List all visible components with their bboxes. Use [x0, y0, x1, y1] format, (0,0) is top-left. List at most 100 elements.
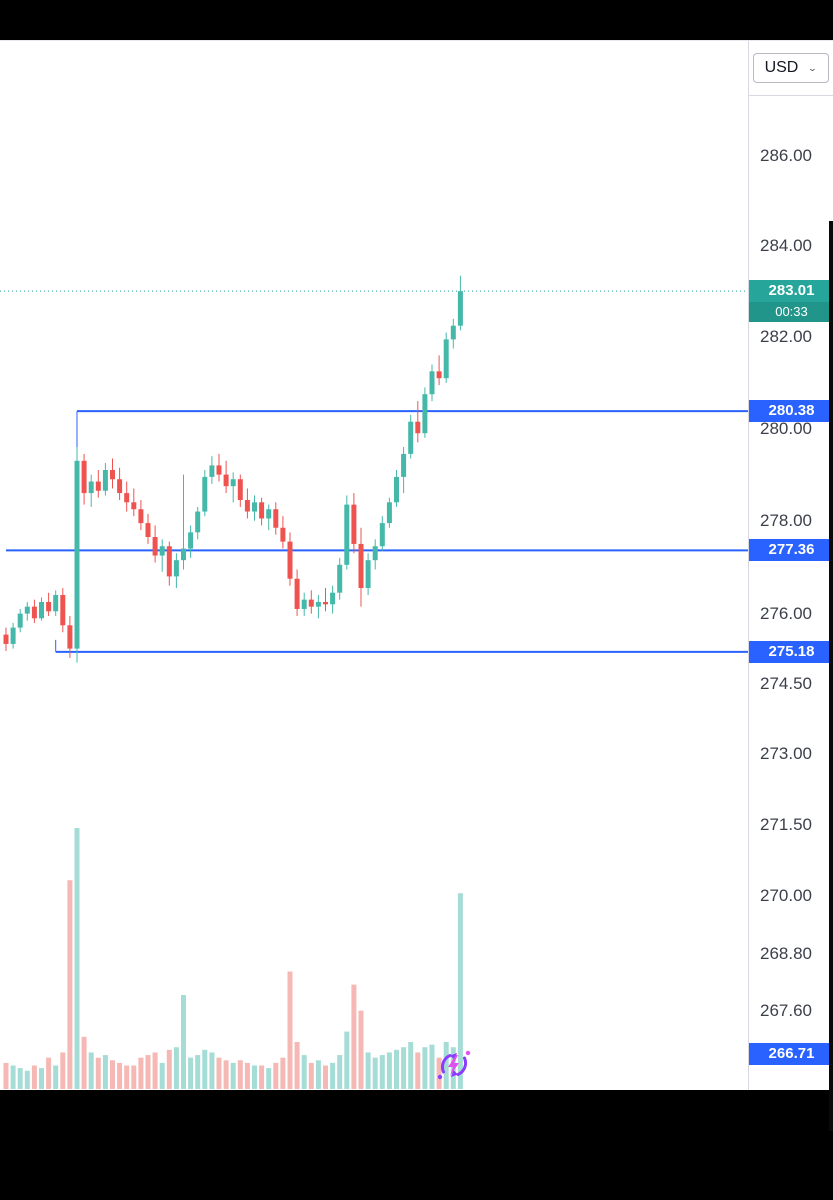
- candle-body: [429, 371, 435, 395]
- volume-bar: [252, 1065, 257, 1089]
- volume-bar: [323, 1065, 328, 1089]
- volume-bar: [230, 1062, 236, 1089]
- candle-body: [308, 599, 314, 607]
- candle-body: [230, 479, 236, 487]
- axis-tick-label: 278.00: [760, 510, 812, 530]
- axis-tick-label: 276.00: [760, 603, 812, 623]
- candle-body: [223, 474, 229, 487]
- volume-bar: [294, 1042, 300, 1089]
- candle-body: [67, 625, 73, 649]
- volume-bar: [181, 995, 186, 1089]
- volume-bar: [152, 1052, 158, 1089]
- candle-body: [266, 509, 272, 519]
- candle-body: [244, 499, 250, 512]
- candle-body: [159, 546, 165, 556]
- volume-bar: [237, 1060, 243, 1089]
- volume-bar: [379, 1055, 385, 1089]
- axis-tick-label: 268.80: [760, 943, 812, 963]
- volume-bar: [188, 1057, 194, 1089]
- candle-body: [173, 560, 179, 577]
- candle-body: [372, 546, 378, 561]
- candle-body: [394, 476, 399, 503]
- candle-body: [95, 481, 101, 491]
- level-price-label[interactable]: 275.18: [749, 640, 833, 663]
- candle-body: [216, 465, 222, 475]
- volume-bar: [138, 1057, 144, 1089]
- volume-bar: [117, 1062, 123, 1089]
- candle-body: [60, 595, 66, 626]
- candle-body: [401, 453, 407, 477]
- screen-edge-strip: [829, 221, 833, 1131]
- axis-tick-label: 274.50: [760, 673, 812, 693]
- level-price-label[interactable]: 280.38: [749, 400, 833, 423]
- candle-body: [315, 601, 321, 607]
- axis-tick-label: 280.00: [760, 418, 812, 438]
- candle-body: [237, 479, 243, 500]
- candle-body: [443, 339, 449, 379]
- candle-body: [202, 476, 208, 512]
- candle-body: [53, 595, 59, 612]
- volume-bar: [415, 1052, 421, 1089]
- volume-bar: [344, 1031, 350, 1089]
- volume-bar: [10, 1065, 16, 1089]
- candle-body: [74, 460, 80, 649]
- axis-tick-label: 270.00: [760, 886, 812, 906]
- candle-body: [145, 523, 151, 537]
- chart-canvas[interactable]: [0, 41, 748, 1091]
- candle-body: [273, 509, 279, 528]
- candle-body: [117, 479, 123, 494]
- level-price-label[interactable]: 266.71: [749, 1042, 833, 1065]
- candle-body: [195, 511, 201, 533]
- volume-bar: [273, 1062, 279, 1089]
- chevron-down-icon: ⌄: [807, 62, 818, 74]
- volume-bar: [358, 1010, 364, 1089]
- candle-body: [31, 606, 37, 619]
- candle-body: [301, 599, 307, 609]
- candle-body: [166, 546, 172, 577]
- candle-body: [287, 541, 293, 579]
- volume-bar: [401, 1047, 407, 1089]
- candle-body: [188, 532, 194, 549]
- candle-body: [24, 606, 30, 614]
- bar-countdown: 00:33: [749, 302, 833, 323]
- volume-bar: [223, 1060, 229, 1089]
- volume-bar: [24, 1070, 30, 1089]
- candle-body: [152, 536, 158, 556]
- candle-body: [252, 502, 257, 512]
- candle-body: [259, 502, 265, 519]
- axis-tick-label: 282.00: [760, 327, 812, 347]
- currency-dropdown[interactable]: USD ⌄: [752, 53, 830, 83]
- volume-bar: [259, 1065, 265, 1089]
- chart-area: USD ⌄ 286.00 284.00 282.00 280.00 278.00 276.…: [0, 40, 833, 1131]
- candle-body: [386, 502, 392, 524]
- level-price-label[interactable]: 277.36: [749, 539, 833, 562]
- candle-body: [344, 504, 350, 565]
- volume-bar: [280, 1057, 286, 1089]
- volume-bar: [173, 1047, 179, 1089]
- volume-bar: [166, 1049, 172, 1089]
- volume-bar: [244, 1062, 250, 1089]
- candle-body: [88, 481, 94, 494]
- volume-bar: [131, 1065, 137, 1089]
- candle-body: [408, 421, 414, 454]
- volume-bar: [209, 1052, 215, 1089]
- candles: [3, 275, 463, 663]
- volume-bar: [266, 1068, 272, 1089]
- candle-body: [457, 291, 463, 326]
- volume-bar: [287, 971, 293, 1089]
- volume-bar: [202, 1049, 208, 1089]
- axis-tick-label: 284.00: [760, 236, 812, 256]
- candle-body: [46, 601, 52, 612]
- candle-body: [337, 564, 343, 593]
- candle-body: [351, 504, 357, 544]
- currency-label: USD: [764, 59, 799, 76]
- volume-bar: [145, 1055, 151, 1089]
- candle-body: [365, 560, 371, 589]
- refresh-flash-icon: [432, 1043, 476, 1087]
- candle-body: [39, 601, 44, 619]
- price-scale[interactable]: USD ⌄ 286.00 284.00 282.00 280.00 278.00 276.…: [748, 41, 833, 1091]
- candlestick-chart[interactable]: [0, 41, 748, 1091]
- candle-body: [10, 627, 16, 644]
- volume-bar: [337, 1055, 343, 1089]
- current-price-label[interactable]: 283.01 00:33: [749, 280, 833, 323]
